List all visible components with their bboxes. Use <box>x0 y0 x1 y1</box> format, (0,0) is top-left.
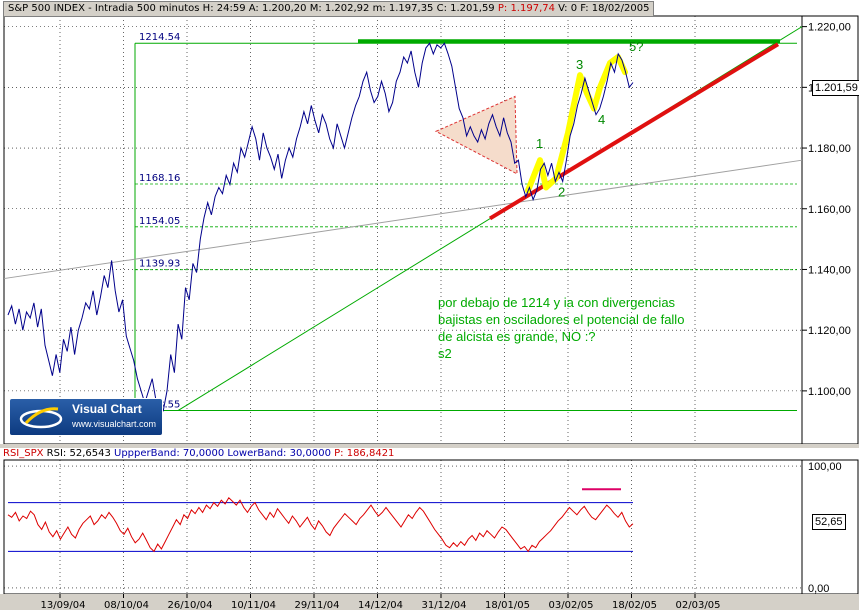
y-tick-label: 1.140,00 <box>808 264 851 276</box>
logo-swoosh-icon <box>19 407 63 429</box>
logo-name: Visual Chart <box>72 402 142 416</box>
rsi-pane-bg <box>3 459 803 595</box>
rsi-p: P: 186,8421 <box>334 448 395 459</box>
note-line-2: bajistas en osciladores el potencial de … <box>438 312 685 327</box>
note-line-4: s2 <box>438 346 452 361</box>
triangle-pattern <box>434 95 518 175</box>
last-rsi-box: 52,65 <box>812 514 846 530</box>
annotation-note: por debajo de 1214 y ia con divergencias… <box>438 294 738 362</box>
wave-label: 4 <box>598 112 605 127</box>
rsi-name: RSI_SPX <box>3 448 44 459</box>
header-C: C: 1.201,59 <box>436 3 495 14</box>
header-M: M: 1.202,92 <box>309 3 370 14</box>
x-tick-label: 26/10/04 <box>168 600 213 610</box>
price-line <box>7 42 634 412</box>
fib-level-label: 1154.05 <box>139 216 180 227</box>
rsi-header: RSI_SPX RSI: 52,6543 UppperBand: 70,0000… <box>3 448 394 460</box>
y-tick-label: 1.220,00 <box>808 22 851 34</box>
x-tick-label: 13/09/04 <box>41 600 86 610</box>
rsi-y-tick-label: 0,00 <box>808 583 829 595</box>
fib-level-label: 1214.54 <box>139 32 180 43</box>
rsi-value: RSI: 52,6543 <box>46 448 111 459</box>
x-tick-label: 10/11/04 <box>231 600 276 610</box>
rsi-y-tick-label: 100,00 <box>808 461 842 473</box>
x-tick-label: 02/03/05 <box>676 600 721 610</box>
header-A: A: 1.200,20 <box>248 3 307 14</box>
last-price-box: 1.201,59 <box>812 80 859 96</box>
y-tick-label: 1.180,00 <box>808 143 851 155</box>
wave-label: 3 <box>576 57 583 72</box>
note-line-1: por debajo de 1214 y ia con divergencias <box>438 295 676 310</box>
note-line-3: de alcista es grande, NO :? <box>438 329 596 344</box>
x-tick-label: 18/02/05 <box>612 600 657 610</box>
x-tick-label: 03/02/05 <box>549 600 594 610</box>
support-trendline <box>488 42 780 221</box>
x-tick-label: 18/01/05 <box>485 600 530 610</box>
header-m: m: 1.197,35 <box>372 3 434 14</box>
rsi-upper: UppperBand: 70,0000 <box>114 448 225 459</box>
y-tick-label: 1.120,00 <box>808 325 851 337</box>
chart-header: S&P 500 INDEX - Intradia 500 minutos H: … <box>3 1 655 17</box>
wave-label: 2 <box>558 185 565 200</box>
fib-level-label: 1168.16 <box>139 173 180 184</box>
logo-url: www.visualchart.com <box>72 419 157 429</box>
header-H: H: 24:59 <box>202 3 246 14</box>
chart-title: S&P 500 INDEX - Intradia 500 minutos <box>8 3 200 14</box>
fib-level-label: 1139.93 <box>139 259 180 270</box>
header-V: V: 0 <box>558 3 578 14</box>
y-tick-label: 1.160,00 <box>808 204 851 216</box>
x-tick-label: 08/10/04 <box>104 600 149 610</box>
grey-trendline <box>3 159 803 280</box>
y-tick-label: 1.100,00 <box>808 386 851 398</box>
x-tick-label: 29/11/04 <box>295 600 340 610</box>
header-P: P: 1.197,74 <box>497 3 555 14</box>
visual-chart-logo: Visual Chart www.visualchart.com <box>9 398 163 436</box>
wave-label: 5? <box>629 39 643 54</box>
x-tick-label: 31/12/04 <box>422 600 467 610</box>
x-axis-bg <box>0 594 859 610</box>
rsi-line <box>7 497 634 553</box>
x-tick-label: 14/12/04 <box>358 600 403 610</box>
rsi-lower: LowerBand: 30,0000 <box>227 448 331 459</box>
splitter[interactable] <box>0 444 859 448</box>
wave-label: 1 <box>536 136 543 151</box>
header-F: F: 18/02/2005 <box>580 3 650 14</box>
